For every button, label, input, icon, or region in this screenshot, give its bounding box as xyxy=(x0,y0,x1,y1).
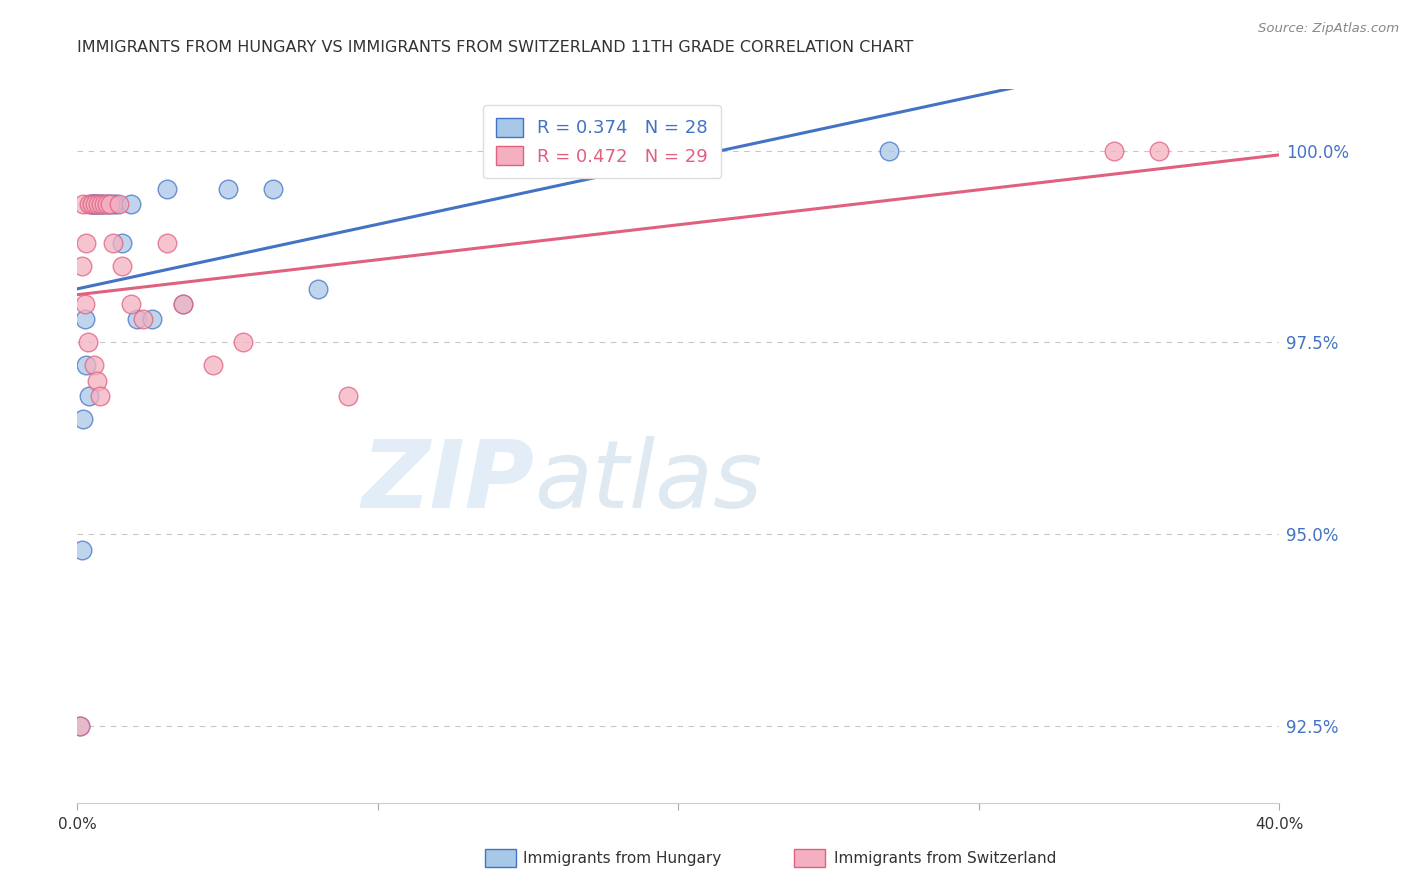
Text: ZIP: ZIP xyxy=(361,435,534,528)
Point xyxy=(90,197,112,211)
Point xyxy=(100,197,122,211)
Point xyxy=(87,197,110,211)
Point xyxy=(90,197,112,211)
Point xyxy=(79,197,101,211)
Point xyxy=(120,197,142,211)
Y-axis label: 11th Grade: 11th Grade xyxy=(0,402,7,490)
Point xyxy=(217,182,239,196)
Text: IMMIGRANTS FROM HUNGARY VS IMMIGRANTS FROM SWITZERLAND 11TH GRADE CORRELATION CH: IMMIGRANTS FROM HUNGARY VS IMMIGRANTS FR… xyxy=(77,40,914,55)
Point xyxy=(96,197,118,211)
Point xyxy=(84,197,107,211)
Point xyxy=(79,389,101,403)
Point xyxy=(127,312,149,326)
Point xyxy=(73,297,96,311)
Point xyxy=(72,197,94,211)
Point xyxy=(82,197,104,211)
Point xyxy=(156,182,179,196)
Point xyxy=(232,335,254,350)
Point xyxy=(111,259,134,273)
Point xyxy=(172,297,194,311)
Point xyxy=(111,235,134,250)
Point xyxy=(96,197,118,211)
Point xyxy=(89,389,111,403)
Text: Immigrants from Switzerland: Immigrants from Switzerland xyxy=(834,851,1056,865)
Point xyxy=(120,297,142,311)
Point xyxy=(1102,144,1125,158)
Point xyxy=(75,235,97,250)
Point xyxy=(69,719,91,733)
Text: Immigrants from Hungary: Immigrants from Hungary xyxy=(523,851,721,865)
Point xyxy=(1149,144,1171,158)
Point xyxy=(76,335,98,350)
Text: atlas: atlas xyxy=(534,436,762,527)
Point xyxy=(103,235,125,250)
Point xyxy=(69,719,91,733)
Point xyxy=(86,374,108,388)
Point xyxy=(201,359,224,373)
Point xyxy=(141,312,163,326)
Point xyxy=(105,197,128,211)
Point xyxy=(100,197,122,211)
Point xyxy=(84,197,107,211)
Text: Source: ZipAtlas.com: Source: ZipAtlas.com xyxy=(1258,22,1399,36)
Point xyxy=(72,412,94,426)
Point xyxy=(132,312,155,326)
Legend: R = 0.374   N = 28, R = 0.472   N = 29: R = 0.374 N = 28, R = 0.472 N = 29 xyxy=(484,105,721,178)
Point xyxy=(103,197,125,211)
Point xyxy=(80,197,103,211)
Point xyxy=(262,182,284,196)
Point xyxy=(83,359,105,373)
Point xyxy=(877,144,900,158)
Point xyxy=(75,359,97,373)
Point xyxy=(307,282,329,296)
Point xyxy=(91,197,114,211)
Point xyxy=(108,197,131,211)
Point xyxy=(86,197,108,211)
Point xyxy=(73,312,96,326)
Point xyxy=(93,197,115,211)
Point xyxy=(70,259,93,273)
Point xyxy=(336,389,359,403)
Point xyxy=(70,542,93,557)
Point xyxy=(156,235,179,250)
Point xyxy=(172,297,194,311)
Point xyxy=(83,197,105,211)
Point xyxy=(87,197,110,211)
Point xyxy=(82,197,104,211)
